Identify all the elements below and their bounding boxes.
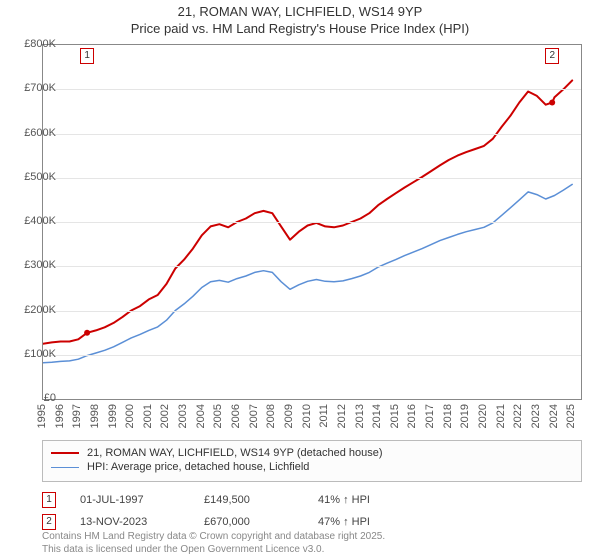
transaction-row-1: 1 01-JUL-1997 £149,500 41% ↑ HPI bbox=[42, 492, 582, 508]
x-tick-label: 2010 bbox=[301, 404, 313, 428]
x-tick-label: 2002 bbox=[159, 404, 171, 428]
x-tick-label: 2023 bbox=[530, 404, 542, 428]
x-tick-label: 2001 bbox=[142, 404, 154, 428]
y-tick-label: £300K bbox=[24, 259, 56, 271]
x-tick-label: 2009 bbox=[283, 404, 295, 428]
transaction-price-1: £149,500 bbox=[204, 494, 294, 506]
y-tick-label: £800K bbox=[24, 38, 56, 50]
title-address: 21, ROMAN WAY, LICHFIELD, WS14 9YP bbox=[0, 4, 600, 21]
legend-label-hpi: HPI: Average price, detached house, Lich… bbox=[87, 461, 309, 473]
x-tick-label: 2003 bbox=[177, 404, 189, 428]
x-tick-label: 2006 bbox=[230, 404, 242, 428]
legend-label-property: 21, ROMAN WAY, LICHFIELD, WS14 9YP (deta… bbox=[87, 447, 383, 459]
chart-container: { "title": { "line1": "21, ROMAN WAY, LI… bbox=[0, 0, 600, 560]
x-tick-label: 2000 bbox=[124, 404, 136, 428]
x-tick-label: 1999 bbox=[107, 404, 119, 428]
x-tick-label: 2017 bbox=[424, 404, 436, 428]
marker-badge-2: 2 bbox=[42, 514, 56, 530]
marker-badge-1: 1 bbox=[42, 492, 56, 508]
x-tick-label: 2007 bbox=[248, 404, 260, 428]
transaction-date-2: 13-NOV-2023 bbox=[80, 516, 180, 528]
x-tick-label: 2014 bbox=[371, 404, 383, 428]
transaction-date-1: 01-JUL-1997 bbox=[80, 494, 180, 506]
x-tick-label: 2013 bbox=[354, 404, 366, 428]
y-tick-label: £500K bbox=[24, 171, 56, 183]
transaction-row-2: 2 13-NOV-2023 £670,000 47% ↑ HPI bbox=[42, 514, 582, 530]
chart-title: 21, ROMAN WAY, LICHFIELD, WS14 9YP Price… bbox=[0, 0, 600, 38]
x-tick-label: 1997 bbox=[71, 404, 83, 428]
y-tick-label: £0 bbox=[44, 392, 56, 404]
legend-item-property: 21, ROMAN WAY, LICHFIELD, WS14 9YP (deta… bbox=[51, 447, 573, 459]
y-tick-label: £100K bbox=[24, 348, 56, 360]
transactions-table: 1 01-JUL-1997 £149,500 41% ↑ HPI 2 13-NO… bbox=[42, 486, 582, 530]
x-tick-label: 2015 bbox=[389, 404, 401, 428]
x-tick-label: 2005 bbox=[212, 404, 224, 428]
transaction-delta-1: 41% ↑ HPI bbox=[318, 494, 370, 506]
title-subtitle: Price paid vs. HM Land Registry's House … bbox=[0, 21, 600, 38]
y-tick-label: £200K bbox=[24, 304, 56, 316]
credit-line1: Contains HM Land Registry data © Crown c… bbox=[42, 531, 582, 544]
transaction-price-2: £670,000 bbox=[204, 516, 294, 528]
chart-marker-1: 1 bbox=[80, 48, 94, 64]
y-tick-label: £600K bbox=[24, 127, 56, 139]
x-tick-label: 1995 bbox=[36, 404, 48, 428]
x-tick-label: 2016 bbox=[406, 404, 418, 428]
plot-area bbox=[42, 44, 582, 400]
y-tick-label: £400K bbox=[24, 215, 56, 227]
x-tick-label: 2008 bbox=[265, 404, 277, 428]
x-tick-label: 2018 bbox=[442, 404, 454, 428]
chart-marker-2: 2 bbox=[545, 48, 559, 64]
legend-swatch-hpi bbox=[51, 467, 79, 468]
x-tick-label: 2019 bbox=[459, 404, 471, 428]
x-tick-label: 1996 bbox=[54, 404, 66, 428]
legend-item-hpi: HPI: Average price, detached house, Lich… bbox=[51, 461, 573, 473]
x-tick-label: 2021 bbox=[495, 404, 507, 428]
x-tick-label: 2024 bbox=[548, 404, 560, 428]
legend: 21, ROMAN WAY, LICHFIELD, WS14 9YP (deta… bbox=[42, 440, 582, 482]
x-tick-label: 2022 bbox=[512, 404, 524, 428]
x-tick-label: 2020 bbox=[477, 404, 489, 428]
x-tick-label: 2004 bbox=[195, 404, 207, 428]
x-tick-label: 2025 bbox=[565, 404, 577, 428]
credit-line2: This data is licensed under the Open Gov… bbox=[42, 544, 582, 557]
transaction-delta-2: 47% ↑ HPI bbox=[318, 516, 370, 528]
y-tick-label: £700K bbox=[24, 82, 56, 94]
x-tick-label: 2012 bbox=[336, 404, 348, 428]
credit-text: Contains HM Land Registry data © Crown c… bbox=[42, 531, 582, 556]
x-tick-label: 1998 bbox=[89, 404, 101, 428]
legend-swatch-property bbox=[51, 452, 79, 454]
x-tick-label: 2011 bbox=[318, 404, 330, 428]
